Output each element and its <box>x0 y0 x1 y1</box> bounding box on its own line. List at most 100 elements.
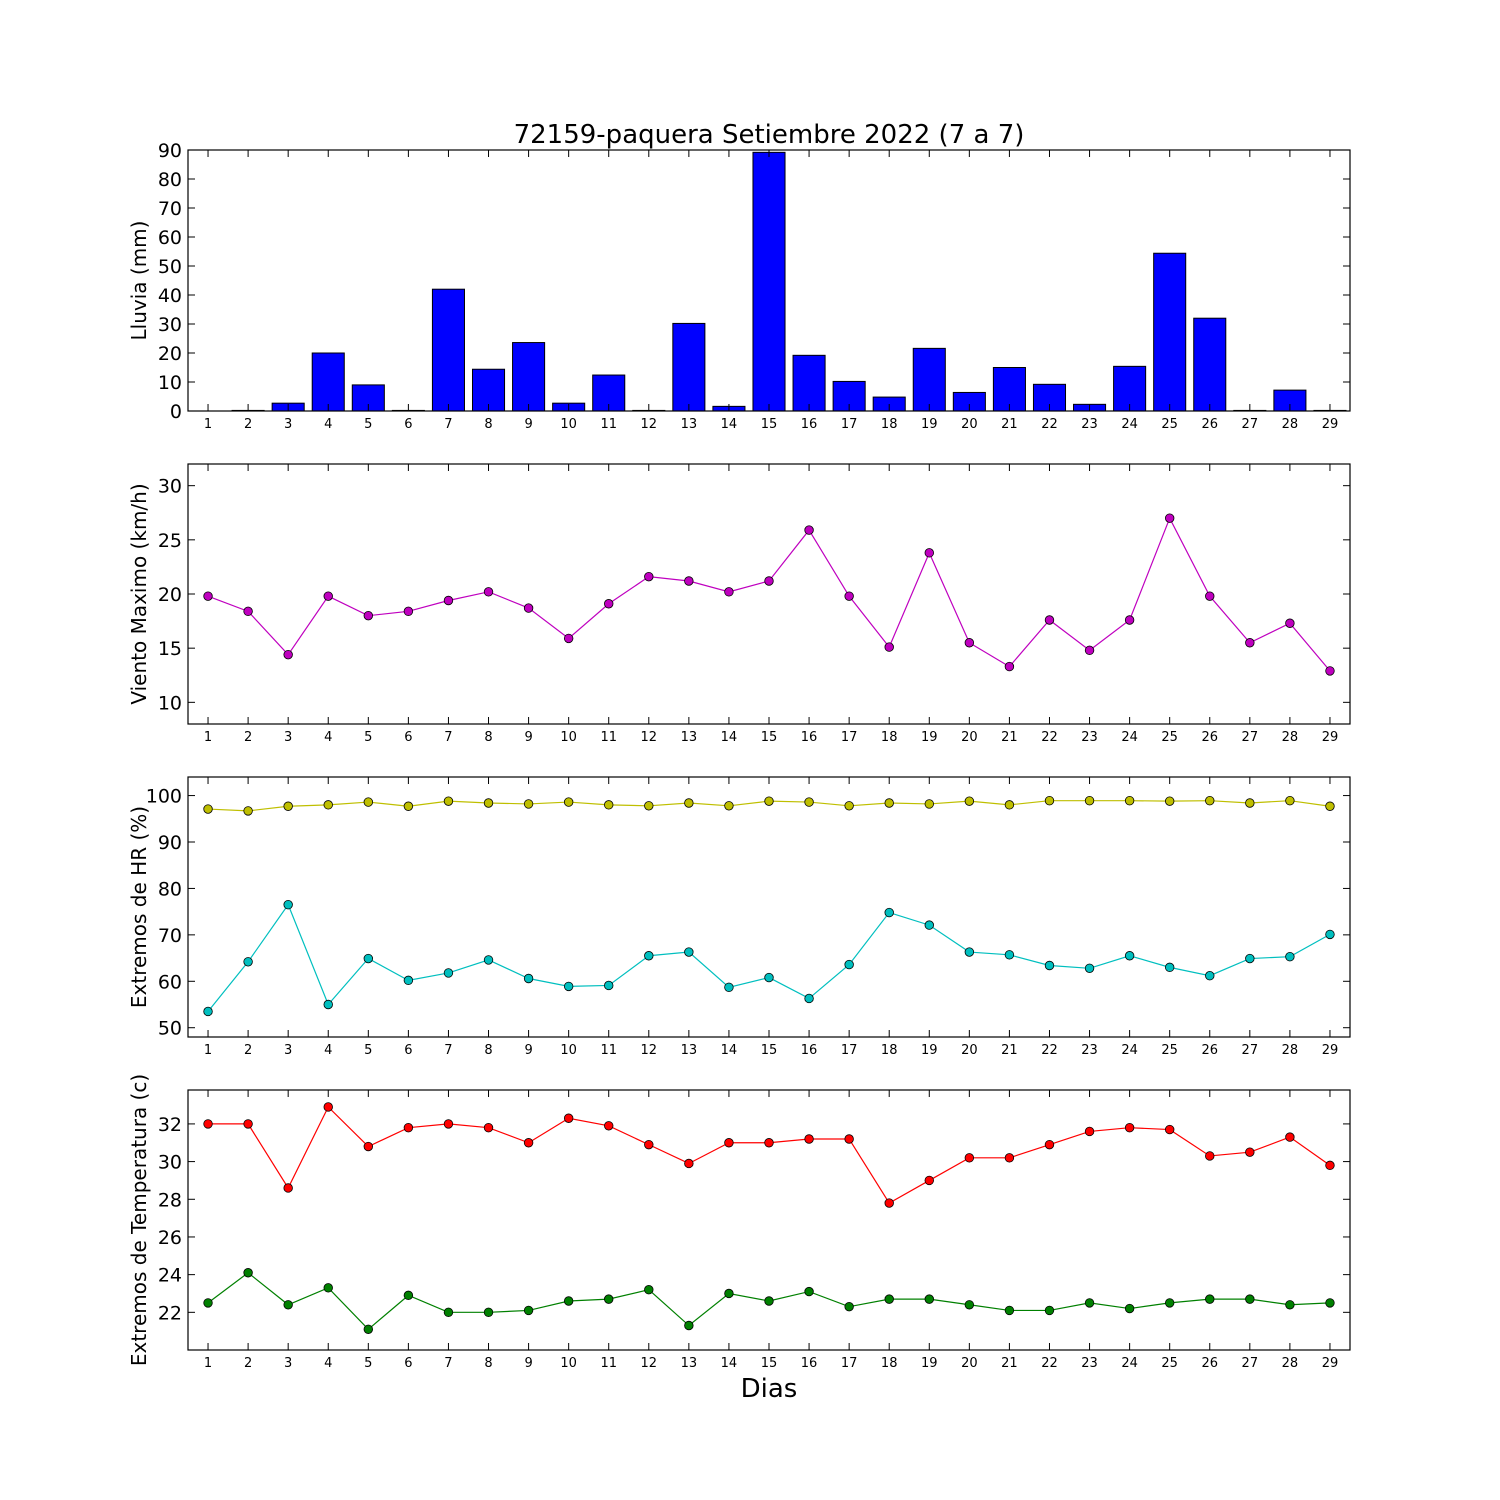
x-tick-label: 23 <box>1081 1356 1098 1371</box>
x-tick-label: 22 <box>1041 730 1058 745</box>
x-tick-label: 29 <box>1322 417 1339 432</box>
series-1-point-20 <box>964 796 975 806</box>
series-1-point-25 <box>1164 513 1175 523</box>
series-1-point-27 <box>1245 638 1255 648</box>
x-tick-label: 24 <box>1121 1356 1138 1371</box>
y-tick-label: 22 <box>158 1302 182 1324</box>
x-tick-label: 27 <box>1242 1043 1259 1058</box>
x-tick-label: 10 <box>560 417 577 432</box>
x-tick-label: 4 <box>324 417 332 432</box>
series-1-point-12 <box>644 1139 654 1150</box>
bar-day-7 <box>431 288 465 412</box>
series-1-point-21 <box>1004 800 1015 810</box>
series-1-point-8 <box>483 587 494 597</box>
series-2-point-29 <box>1325 929 1335 940</box>
series-1-line <box>207 516 1331 672</box>
series-1-point-19 <box>924 548 934 558</box>
series-2-point-14 <box>724 1288 734 1299</box>
series-1-point-5 <box>363 797 374 807</box>
y-tick-label: 10 <box>158 372 182 394</box>
series-2-point-24 <box>1124 1303 1135 1314</box>
bar-day-25 <box>1153 252 1187 412</box>
x-tick-label: 20 <box>961 730 978 745</box>
axes-frame <box>187 1089 1351 1351</box>
y-tick-label: 20 <box>158 584 182 606</box>
x-tick-label: 17 <box>841 1043 858 1058</box>
bar-day-4 <box>311 352 345 412</box>
x-tick-label: 25 <box>1161 417 1178 432</box>
series-1-point-11 <box>604 599 614 609</box>
x-tick-label: 4 <box>324 1356 332 1371</box>
series-2-point-23 <box>1084 1298 1095 1308</box>
x-tick-label: 23 <box>1081 417 1098 432</box>
x-tick-label: 6 <box>404 730 412 745</box>
series-2-point-28 <box>1285 951 1295 962</box>
series-2-point-16 <box>804 993 814 1004</box>
series-2-point-16 <box>804 1286 814 1297</box>
x-tick-label: 8 <box>484 1356 492 1371</box>
x-tick-label: 20 <box>961 1043 978 1058</box>
series-2-point-2 <box>243 1268 253 1278</box>
x-tick-label: 29 <box>1322 730 1339 745</box>
series-1-point-26 <box>1205 1151 1215 1161</box>
series-2-point-19 <box>924 1294 934 1304</box>
x-tick-label: 2 <box>244 1356 252 1371</box>
series-1-point-23 <box>1084 1126 1095 1137</box>
series-1-point-3 <box>283 1183 293 1193</box>
x-tick-label: 28 <box>1282 1356 1299 1371</box>
series-2-point-10 <box>563 1296 574 1306</box>
bar-day-15 <box>752 151 786 412</box>
series-1-point-11 <box>604 1121 614 1131</box>
x-tick-label: 17 <box>841 1356 858 1371</box>
x-tick-label: 28 <box>1282 417 1299 432</box>
series-2-point-4 <box>323 1283 333 1293</box>
bar-day-26 <box>1193 317 1227 412</box>
x-tick-label: 14 <box>721 417 738 432</box>
x-tick-label: 13 <box>681 417 698 432</box>
x-tick-label: 6 <box>404 1043 412 1058</box>
bar-day-13 <box>672 322 706 412</box>
x-tick-label: 16 <box>801 417 818 432</box>
series-1-point-24 <box>1124 795 1135 806</box>
x-tick-label: 18 <box>881 1043 898 1058</box>
series-2-point-25 <box>1164 1298 1175 1308</box>
x-tick-label: 29 <box>1322 1043 1339 1058</box>
bar-day-16 <box>792 354 826 412</box>
x-tick-label: 15 <box>761 417 778 432</box>
x-tick-label: 21 <box>1001 1043 1018 1058</box>
x-tick-label: 12 <box>641 417 658 432</box>
y-tick-label: 90 <box>158 140 182 162</box>
series-1-point-13 <box>684 798 694 808</box>
x-tick-label: 13 <box>681 1043 698 1058</box>
x-tick-label: 9 <box>524 1356 532 1371</box>
bar-day-24 <box>1113 365 1147 412</box>
series-2-point-1 <box>203 1298 213 1308</box>
series-2-point-22 <box>1044 960 1055 971</box>
bar-day-21 <box>992 367 1026 412</box>
x-tick-label: 26 <box>1201 417 1218 432</box>
series-1-point-6 <box>403 801 414 811</box>
series-2-point-15 <box>764 972 774 983</box>
x-tick-label: 21 <box>1001 1356 1018 1371</box>
series-2-point-18 <box>884 1294 894 1304</box>
series-2-point-7 <box>443 968 454 978</box>
series-2-point-21 <box>1004 1305 1015 1316</box>
y-tick-label: 24 <box>158 1265 182 1287</box>
series-2-point-26 <box>1205 1294 1215 1304</box>
y-tick-label: 30 <box>158 476 182 498</box>
y-axis-label: Lluvia (mm) <box>127 221 151 341</box>
x-tick-label: 18 <box>881 1356 898 1371</box>
y-tick-label: 80 <box>158 169 182 191</box>
series-1-point-4 <box>323 591 333 601</box>
series-1-point-18 <box>884 798 894 808</box>
x-tick-label: 7 <box>444 1356 452 1371</box>
x-tick-label: 1 <box>204 730 212 745</box>
x-tick-label: 5 <box>364 417 372 432</box>
series-1-point-17 <box>844 591 854 601</box>
series-2-point-8 <box>483 955 494 965</box>
x-tick-label: 7 <box>444 730 452 745</box>
series-1-point-29 <box>1325 801 1335 811</box>
series-1-point-28 <box>1285 1132 1295 1142</box>
